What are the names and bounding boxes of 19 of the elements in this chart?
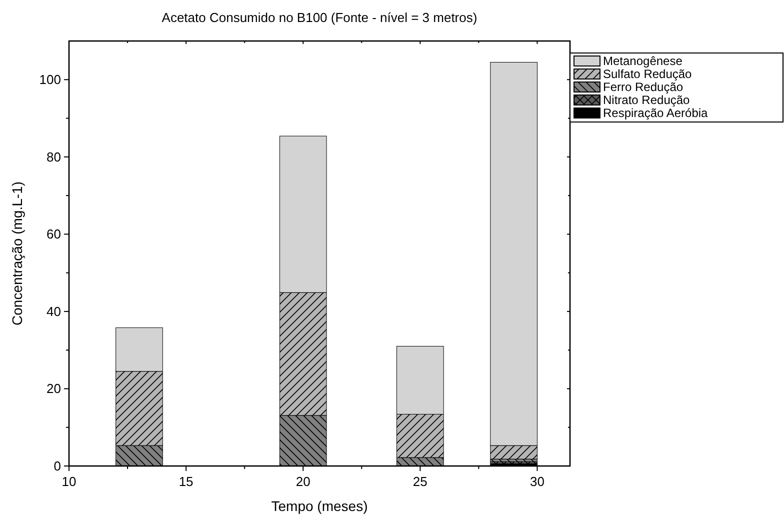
y-tick-label: 20 — [46, 381, 61, 396]
y-axis-title: Concentração (mg.L-1) — [9, 182, 25, 326]
x-axis-title: Tempo (meses) — [271, 498, 368, 514]
legend-label: Metanogênese — [603, 54, 683, 68]
legend-label: Ferro Redução — [603, 80, 684, 94]
chart-title: Acetato Consumido no B100 (Fonte - nível = 3 metros) — [162, 10, 478, 25]
x-tick-label: 15 — [178, 474, 194, 489]
y-tick-label: 80 — [46, 149, 61, 164]
y-tick-label: 100 — [39, 72, 61, 88]
legend-label: Sulfato Redução — [603, 67, 692, 81]
legend-label: Respiração Aeróbia — [603, 106, 708, 120]
x-tick-label: 20 — [296, 474, 310, 489]
x-tick-label: 30 — [530, 474, 544, 489]
x-tick-label: 25 — [412, 474, 428, 489]
y-tick-label: 0 — [54, 458, 61, 474]
legend-label: Nitrato Redução — [603, 93, 690, 107]
y-tick-label: 60 — [46, 226, 61, 242]
x-tick-label: 10 — [62, 474, 76, 489]
y-tick-label: 40 — [46, 304, 61, 319]
